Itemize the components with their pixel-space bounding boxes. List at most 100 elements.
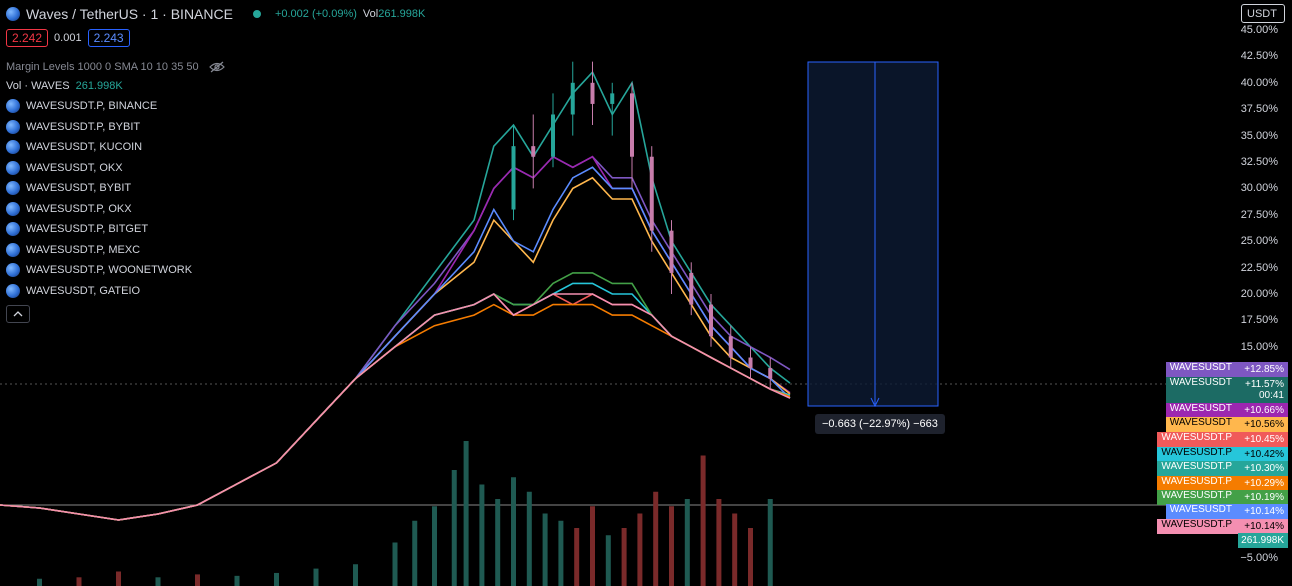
volume-legend[interactable]: Vol · WAVES 261.998K (6, 76, 425, 96)
y-tick-label: 32.50% (1240, 156, 1278, 168)
compare-symbol-item[interactable]: WAVESUSDT.P, BITGET (6, 219, 425, 240)
volume-bar (313, 568, 319, 586)
compare-symbol-item[interactable]: WAVESUSDT.P, BINANCE (6, 96, 425, 117)
volume-bar (76, 577, 82, 586)
vol-value: 261.998K (378, 8, 426, 20)
candle-body (689, 272, 694, 305)
volume-bar (479, 484, 485, 586)
sell-price-button[interactable]: 2.242 (6, 29, 49, 47)
volume-bar (669, 506, 674, 586)
volume-bar (716, 499, 722, 586)
volume-bar (274, 572, 279, 586)
compare-symbol-label: WAVESUSDT, BYBIT (26, 182, 132, 195)
volume-bar (653, 491, 659, 586)
y-tick-label: 40.00% (1240, 76, 1278, 89)
volume-bar (590, 506, 595, 586)
volume-bar (353, 564, 358, 586)
compare-symbol-label: WAVESUSDT, KUCOIN (26, 141, 143, 154)
volume-indicator-value: 261.998K (75, 80, 123, 92)
price-tag: WAVESUSDT.P +10.14% (1157, 519, 1288, 534)
candle-body (669, 230, 674, 273)
compare-symbol-label: WAVESUSDT.P, BYBIT (26, 120, 141, 133)
candle-body (748, 357, 753, 369)
eye-off-icon[interactable] (208, 61, 225, 73)
compare-symbol-label: WAVESUSDT.P, BITGET (26, 223, 149, 236)
y-tick-label: 20.00% (1240, 288, 1278, 300)
price-tag-symbol: WAVESUSDT (1165, 362, 1236, 377)
volume-bar (542, 513, 548, 586)
price-tag-value: +10.42% (1236, 447, 1288, 462)
volume-bar (234, 575, 240, 586)
volume-bar (37, 578, 42, 586)
trade-prices: 2.242 0.001 2.243 (6, 28, 425, 48)
price-tag-symbol: WAVESUSDT.P (1157, 476, 1236, 491)
price-tag: WAVESUSDT +11.57% 00:41 (1165, 377, 1288, 403)
compare-symbol-item[interactable]: WAVESUSDT, OKX (6, 158, 425, 179)
series-line (0, 293, 791, 521)
buy-price-button[interactable]: 2.243 (87, 29, 130, 47)
volume-bar (732, 513, 738, 586)
candle-body (551, 114, 555, 157)
y-tick-label: 15.00% (1240, 340, 1278, 353)
price-tag-value: +11.57% 00:41 (1236, 377, 1288, 403)
waves-coin-icon (6, 181, 20, 196)
price-tag: WAVESUSDT +10.14% (1165, 504, 1288, 519)
price-tag-symbol: WAVESUSDT (1165, 504, 1236, 519)
compare-symbol-item[interactable]: WAVESUSDT.P, WOONETWORK (6, 260, 425, 281)
waves-coin-icon (6, 201, 20, 216)
compare-symbol-item[interactable]: WAVESUSDT.P, OKX (6, 199, 425, 220)
volume-bar (637, 513, 643, 586)
price-tag: WAVESUSDT.P +10.19% (1157, 490, 1288, 505)
volume-bar (155, 577, 161, 586)
compare-symbol-label: WAVESUSDT.P, MEXC (26, 243, 141, 256)
compare-symbol-label: WAVESUSDT, GATEIO (26, 284, 141, 297)
candle-body (768, 368, 773, 379)
series-line (0, 293, 791, 521)
y-tick-label: 42.50% (1240, 50, 1278, 63)
candle-body (610, 93, 615, 104)
waves-coin-icon (6, 283, 20, 298)
volume-bar (558, 520, 564, 586)
symbol-header: Waves / TetherUS · 1 · BINANCE +0.002 (+… (6, 4, 425, 24)
volume-bar (605, 535, 611, 586)
candle-body (709, 304, 713, 337)
compare-symbol-item[interactable]: WAVESUSDT, KUCOIN (6, 137, 425, 158)
compare-symbol-item[interactable]: WAVESUSDT.P, MEXC (6, 240, 425, 261)
symbol-title[interactable]: Waves / TetherUS · 1 · BINANCE (26, 6, 233, 22)
compare-symbol-label: WAVESUSDT.P, OKX (26, 202, 132, 215)
price-tag: WAVESUSDT.P +10.29% (1157, 476, 1288, 491)
price-tag-value: +10.14% (1236, 519, 1288, 534)
y-tick-label: 22.50% (1240, 261, 1278, 274)
y-tick-label: 25.00% (1240, 235, 1278, 248)
waves-coin-icon (6, 242, 20, 257)
waves-coin-icon (6, 119, 20, 134)
currency-button[interactable]: USDT (1241, 4, 1285, 23)
compare-symbol-item[interactable]: WAVESUSDT, GATEIO (6, 281, 425, 302)
compare-symbol-label: WAVESUSDT.P, BINANCE (26, 100, 158, 113)
collapse-legend-button[interactable] (6, 305, 30, 323)
measure-tool[interactable] (807, 61, 939, 408)
chart-legend: Waves / TetherUS · 1 · BINANCE +0.002 (+… (6, 4, 425, 323)
compare-symbol-item[interactable]: WAVESUSDT.P, BYBIT (6, 117, 425, 138)
indicator-legend[interactable]: Margin Levels 1000 0 SMA 10 10 35 50 (6, 58, 425, 76)
waves-coin-icon (6, 140, 20, 155)
y-tick-label: 27.50% (1240, 208, 1278, 221)
compare-symbol-item[interactable]: WAVESUSDT, BYBIT (6, 178, 425, 199)
waves-coin-icon (6, 160, 20, 175)
candle-body (728, 336, 733, 358)
volume-indicator-label: Vol · WAVES (6, 80, 70, 92)
volume-bar (748, 528, 753, 586)
volume-bar (574, 528, 580, 586)
price-tag-symbol: WAVESUSDT (1165, 403, 1236, 418)
candle-body (511, 146, 516, 210)
price-tag-symbol: WAVESUSDT.P (1157, 447, 1236, 462)
candle-body (630, 93, 634, 157)
volume-bar (432, 506, 437, 586)
price-tag-value: +10.29% (1236, 476, 1288, 491)
y-tick-label: 37.50% (1240, 103, 1278, 116)
price-tag: WAVESUSDT +10.56% (1165, 417, 1288, 432)
candles (511, 61, 773, 390)
price-tag-value: +10.14% (1236, 504, 1288, 519)
candle-body (590, 82, 595, 104)
